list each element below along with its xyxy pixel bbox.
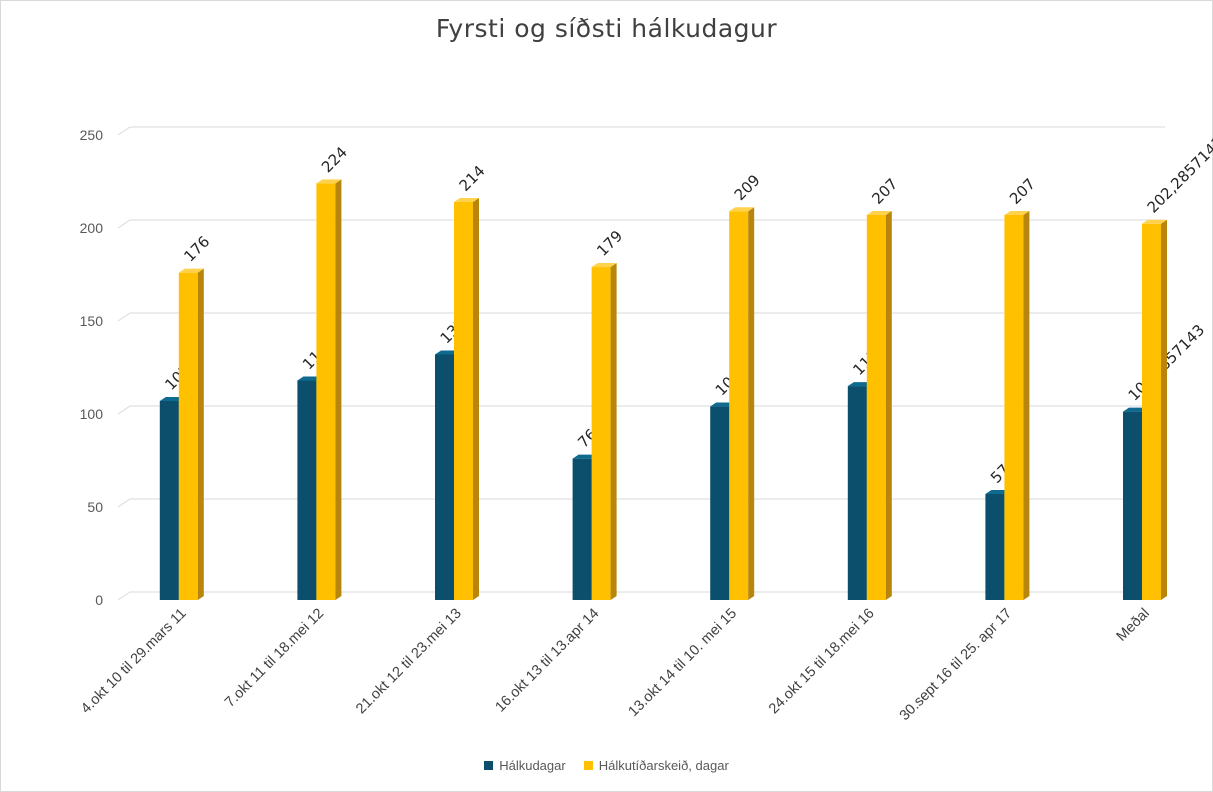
bar-halkudagar xyxy=(710,406,730,600)
bar-halkutidarskeid xyxy=(178,272,198,600)
bar-halkutidarskeid xyxy=(729,211,749,600)
gridline-depth xyxy=(117,219,131,229)
y-tick-label: 150 xyxy=(80,313,104,329)
bar-top xyxy=(1142,219,1167,224)
bar-top xyxy=(1123,407,1148,412)
x-category-label: 7.okt 11 til 18.mei 12 xyxy=(222,606,327,711)
gridline-depth xyxy=(117,498,131,508)
x-category-label: 16.okt 13 til 13.apr 14 xyxy=(492,606,602,716)
bar-top xyxy=(435,350,460,355)
bar-halkudagar xyxy=(1123,411,1142,600)
bar-halkutidarskeid xyxy=(454,201,473,600)
y-tick-label: 200 xyxy=(80,220,104,236)
legend-label: Hálkudagar xyxy=(499,758,566,773)
bar-side xyxy=(748,207,755,600)
bar-halkutidarskeid xyxy=(316,183,336,601)
bar-halkudagar xyxy=(985,493,1005,600)
bar-halkutidarskeid xyxy=(591,267,611,600)
bar-top xyxy=(847,382,873,387)
bar-side xyxy=(1023,210,1030,601)
x-category-label: 21.okt 12 til 23.mei 13 xyxy=(353,606,465,718)
bar-top xyxy=(297,376,323,381)
y-tick-label: 250 xyxy=(80,127,104,143)
y-tick-label: 50 xyxy=(87,499,103,515)
chart-title: Fyrsti og síðsti hálkudagur xyxy=(435,14,778,43)
data-label: 176 xyxy=(180,232,213,265)
data-label: 214 xyxy=(456,162,489,195)
bar-halkudagar xyxy=(572,458,592,600)
bar-side xyxy=(1161,219,1167,600)
bar-side xyxy=(610,263,617,600)
bar-side xyxy=(335,179,342,601)
bar-halkudagar xyxy=(435,354,454,600)
chart-legend: Hálkudagar Hálkutíðarskeið, dagar xyxy=(0,758,1213,773)
x-category-label: 4.okt 10 til 29.mars 11 xyxy=(78,606,189,717)
bar-top xyxy=(454,197,479,202)
data-label: 224 xyxy=(318,143,351,176)
x-category-label: 24.okt 15 til 18.mei 16 xyxy=(766,606,878,718)
legend-item: Hálkudagar xyxy=(484,758,566,773)
bar-halkudagar xyxy=(847,386,867,600)
bar-side xyxy=(197,268,204,600)
bar-side xyxy=(885,210,892,601)
data-label: 209 xyxy=(731,171,764,204)
bar-halkutidarskeid xyxy=(1004,214,1024,601)
bar-top xyxy=(866,210,892,215)
y-tick-label: 0 xyxy=(95,592,103,608)
legend-swatch xyxy=(484,761,494,770)
bar-top xyxy=(572,454,598,459)
bar-top xyxy=(178,268,204,273)
bar-top xyxy=(710,402,736,407)
bar-side xyxy=(473,197,479,600)
data-label: 207 xyxy=(868,175,901,208)
x-category-label: 30.sept 16 til 25. apr 17 xyxy=(897,606,1015,724)
y-tick-label: 100 xyxy=(80,406,104,422)
bar-top xyxy=(591,263,617,268)
bar-top xyxy=(985,489,1011,494)
bar-top xyxy=(1004,210,1030,215)
data-label: 202,2857143 xyxy=(1144,133,1213,217)
data-label: 179 xyxy=(593,227,626,260)
legend-swatch xyxy=(583,761,593,770)
x-category-label: Meðal xyxy=(1114,606,1153,645)
gridline-depth xyxy=(117,405,131,415)
legend-label: Hálkutíðarskeið, dagar xyxy=(598,758,729,773)
bar-top xyxy=(729,207,755,212)
bar-halkutidarskeid xyxy=(866,214,886,601)
bar-top xyxy=(316,179,342,184)
gridline-depth xyxy=(117,126,131,136)
gridline-depth xyxy=(117,312,131,322)
gridline-depth xyxy=(117,591,131,601)
data-label: 207 xyxy=(1006,175,1039,208)
bar-halkudagar xyxy=(159,400,179,600)
legend-item: Hálkutíðarskeið, dagar xyxy=(583,758,729,773)
bar-halkutidarskeid xyxy=(1142,223,1161,600)
bar-top xyxy=(159,396,185,401)
x-category-label: 13.okt 14 til 10. mei 15 xyxy=(626,606,740,720)
bar-halkudagar xyxy=(297,380,317,600)
